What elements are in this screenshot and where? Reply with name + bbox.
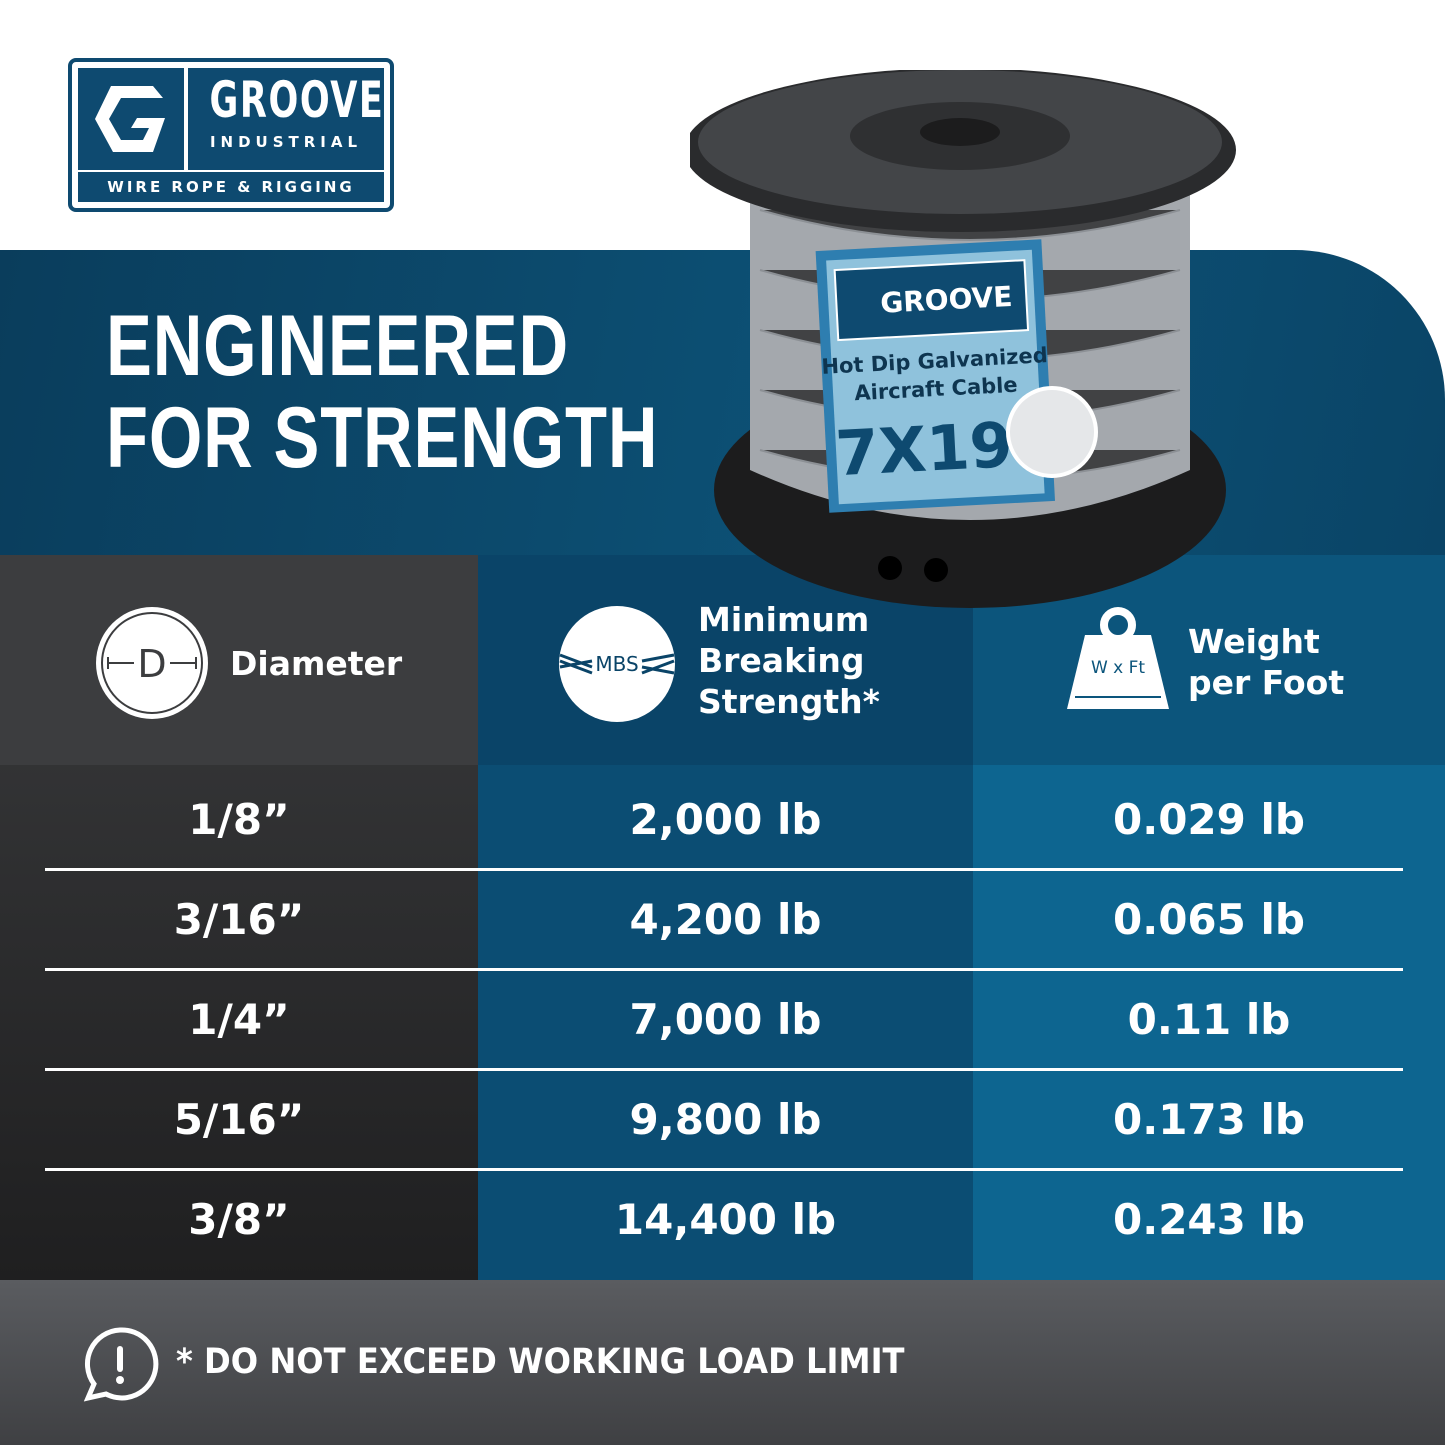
mbs-label-line: Strength* [698,682,880,721]
cell-weight: 0.173 lb [1113,1095,1305,1144]
logo-tagline: WIRE ROPE & RIGGING [78,172,384,202]
mbs-label-line: Minimum [698,600,870,639]
cell-mbs: 7,000 lb [629,995,822,1044]
cell-mbs: 4,200 lb [629,895,822,944]
cell-mbs: 14,400 lb [614,1195,837,1244]
cell-weight: 0.243 lb [1113,1195,1305,1244]
weight-label-line: per Foot [1188,663,1345,702]
headline: ENGINEERED FOR STRENGTH [106,300,658,484]
diameter-icon: D [96,607,208,719]
weight-label: Weight per Foot [1188,621,1344,703]
cell-diameter: 3/8” [188,1195,290,1244]
table-row: 3/16” 4,200 lb 0.065 lb [0,870,1445,970]
cell-weight: 0.029 lb [1113,795,1305,844]
table-row: 1/8” 2,000 lb 0.029 lb [0,770,1445,870]
cell-mbs: 9,800 lb [629,1095,822,1144]
weight-icon: W x Ft [1067,607,1169,709]
header-diameter: D Diameter [0,555,478,765]
cell-mbs: 2,000 lb [629,795,822,844]
mbs-icon: MBS [559,606,675,722]
mbs-label: Minimum Breaking Strength* [698,599,880,722]
svg-text:MBS: MBS [595,652,638,676]
mbs-label-line: Breaking [698,641,865,680]
svg-text:W x Ft: W x Ft [1091,658,1145,678]
alert-speech-icon [83,1327,159,1402]
cell-diameter: 3/16” [173,895,305,944]
cell-weight: 0.065 lb [1113,895,1305,944]
cable-spool-image: GROOVE Hot Dip Galvanized Aircraft Cable… [690,70,1236,608]
weight-label-line: Weight [1188,622,1320,661]
warning-note: * DO NOT EXCEED WORKING LOAD LIMIT [176,1342,905,1382]
headline-line1: ENGINEERED [106,298,569,394]
header-mbs: MBS Minimum Breaking Strength* [478,555,973,765]
logo-sub: INDUSTRIAL [209,133,363,151]
headline-line2: FOR STRENGTH [106,390,659,486]
row-divider [45,1168,1403,1171]
svg-text:7X19: 7X19 [834,408,1015,490]
g-logo-icon [78,68,184,170]
cell-diameter: 5/16” [173,1095,305,1144]
footer-warning: * DO NOT EXCEED WORKING LOAD LIMIT [0,1280,1445,1445]
brand-logo: GROOVE INDUSTRIAL WIRE ROPE & RIGGING [68,58,394,212]
logo-name: GROOVE [209,71,385,129]
diameter-label: Diameter [230,644,403,683]
row-divider [45,868,1403,871]
cell-diameter: 1/4” [188,995,290,1044]
svg-text:D: D [137,642,166,686]
cell-weight: 0.11 lb [1127,995,1291,1044]
svg-text:GROOVE: GROOVE [879,280,1013,320]
table-row: 3/8” 14,400 lb 0.243 lb [0,1170,1445,1270]
spec-table: D Diameter MBS Minimum Breaking Strength* … [0,555,1445,1280]
table-row: 1/4” 7,000 lb 0.11 lb [0,970,1445,1070]
table-row: 5/16” 9,800 lb 0.173 lb [0,1070,1445,1170]
cell-diameter: 1/8” [188,795,290,844]
row-divider [45,968,1403,971]
row-divider [45,1068,1403,1071]
